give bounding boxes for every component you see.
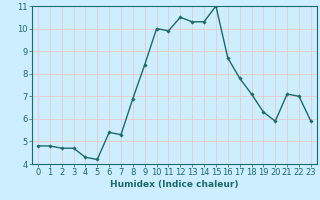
X-axis label: Humidex (Indice chaleur): Humidex (Indice chaleur) — [110, 180, 239, 189]
